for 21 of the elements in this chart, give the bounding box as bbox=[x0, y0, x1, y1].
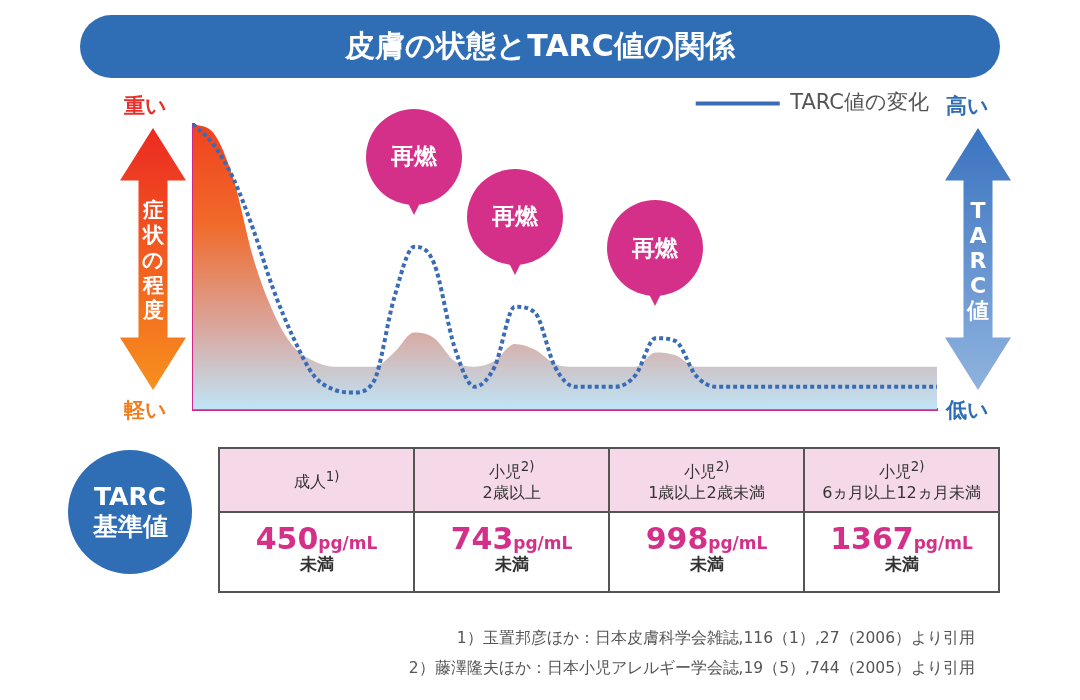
chart-title: 皮膚の状態とTARC値の関係 bbox=[80, 15, 1000, 78]
text: 998pg/mL 未満 bbox=[645, 521, 768, 574]
text: 低い bbox=[946, 397, 989, 424]
text: 1）玉置邦彦ほか：日本皮膚科学会雑誌,116（1）,27（2006）より引用 bbox=[456, 628, 975, 649]
text: 重い bbox=[124, 93, 167, 120]
text: 743pg/mL 未満 bbox=[450, 521, 573, 574]
text: 小児$^{2)}$ 2歳以上 bbox=[414, 448, 609, 512]
text: 軽い bbox=[124, 397, 167, 424]
speech-balloon: 再燃 bbox=[366, 108, 463, 215]
y2-axis-title: TARC値 bbox=[967, 197, 989, 323]
text: 1367pg/mL 未満 bbox=[830, 521, 973, 574]
speech-balloon: 再燃 bbox=[466, 168, 563, 275]
text: 成人$^{1)}$ bbox=[219, 448, 414, 512]
text: 小児$^{2)}$ 6ヵ月以上12ヵ月未満 bbox=[804, 448, 999, 512]
text: 高い bbox=[946, 93, 989, 120]
text: 小児$^{2)}$ 1歳以上2歳未満 bbox=[609, 448, 804, 512]
text: 2）藤澤隆夫ほか：日本小児アレルギー学会誌,19（5）,744（2005）より引用 bbox=[408, 658, 975, 679]
speech-balloon: 再燃 bbox=[607, 200, 704, 307]
y-axis-title: 症状の程度 bbox=[142, 197, 164, 323]
text: 450pg/mL 未満 bbox=[255, 521, 378, 574]
legend-label: TARC値の変化 bbox=[789, 89, 930, 114]
